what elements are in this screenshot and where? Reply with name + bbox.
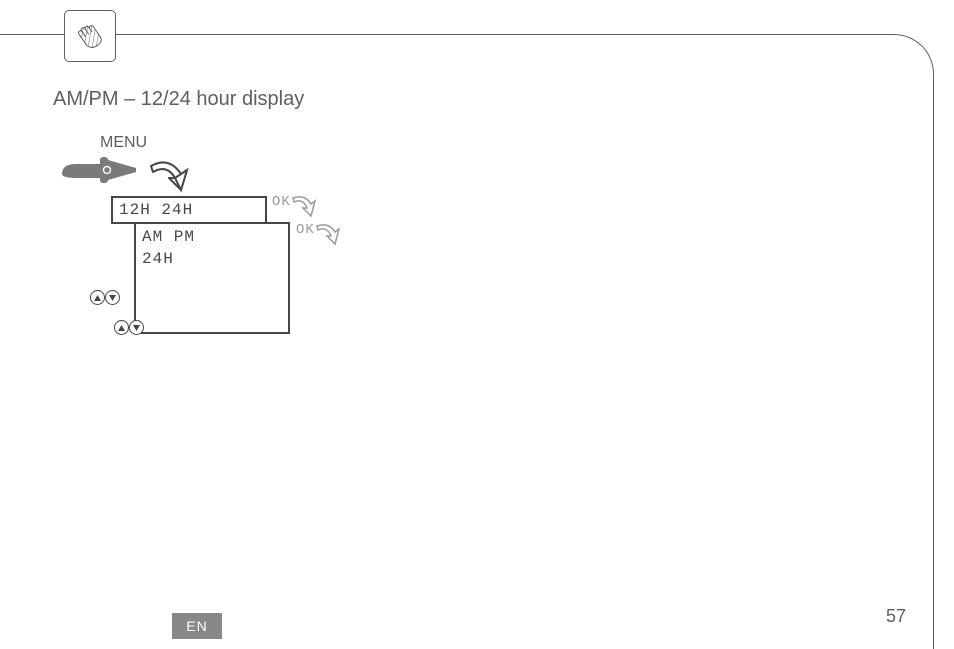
menu-label: MENU: [100, 134, 147, 152]
manual-page: AM/PM – 12/24 hour display MENU 12H 24H …: [0, 0, 954, 649]
mini-curved-arrow-icon: [315, 222, 343, 250]
up-triangle-icon[interactable]: [90, 290, 105, 305]
up-down-buttons-2: [114, 320, 144, 335]
menu-screen-2-line1: AM PM: [142, 226, 282, 248]
mini-curved-arrow-icon: [291, 194, 319, 222]
hand-tab-icon-box: [64, 10, 116, 62]
pointing-hand-icon: [60, 156, 138, 197]
language-tab: EN: [172, 613, 222, 639]
menu-screen-2-line2: 24H: [142, 248, 282, 270]
ok-label-1: OK: [272, 194, 291, 210]
down-triangle-icon[interactable]: [129, 320, 144, 335]
up-triangle-icon[interactable]: [114, 320, 129, 335]
top-rule: [0, 34, 65, 35]
down-triangle-icon[interactable]: [105, 290, 120, 305]
menu-screen-1-line1: 12H 24H: [119, 198, 265, 222]
section-heading: AM/PM – 12/24 hour display: [53, 88, 304, 111]
menu-screen-1: 12H 24H: [111, 196, 267, 224]
hatched-hand-icon: [70, 16, 110, 56]
ok-group-2: OK: [296, 222, 343, 250]
ok-label-2: OK: [296, 222, 315, 238]
ok-group-1: OK: [272, 194, 319, 222]
content-frame: [116, 34, 934, 649]
page-number: 57: [886, 606, 906, 627]
up-down-buttons-1: [90, 290, 120, 305]
menu-screen-2: AM PM 24H: [134, 222, 290, 334]
